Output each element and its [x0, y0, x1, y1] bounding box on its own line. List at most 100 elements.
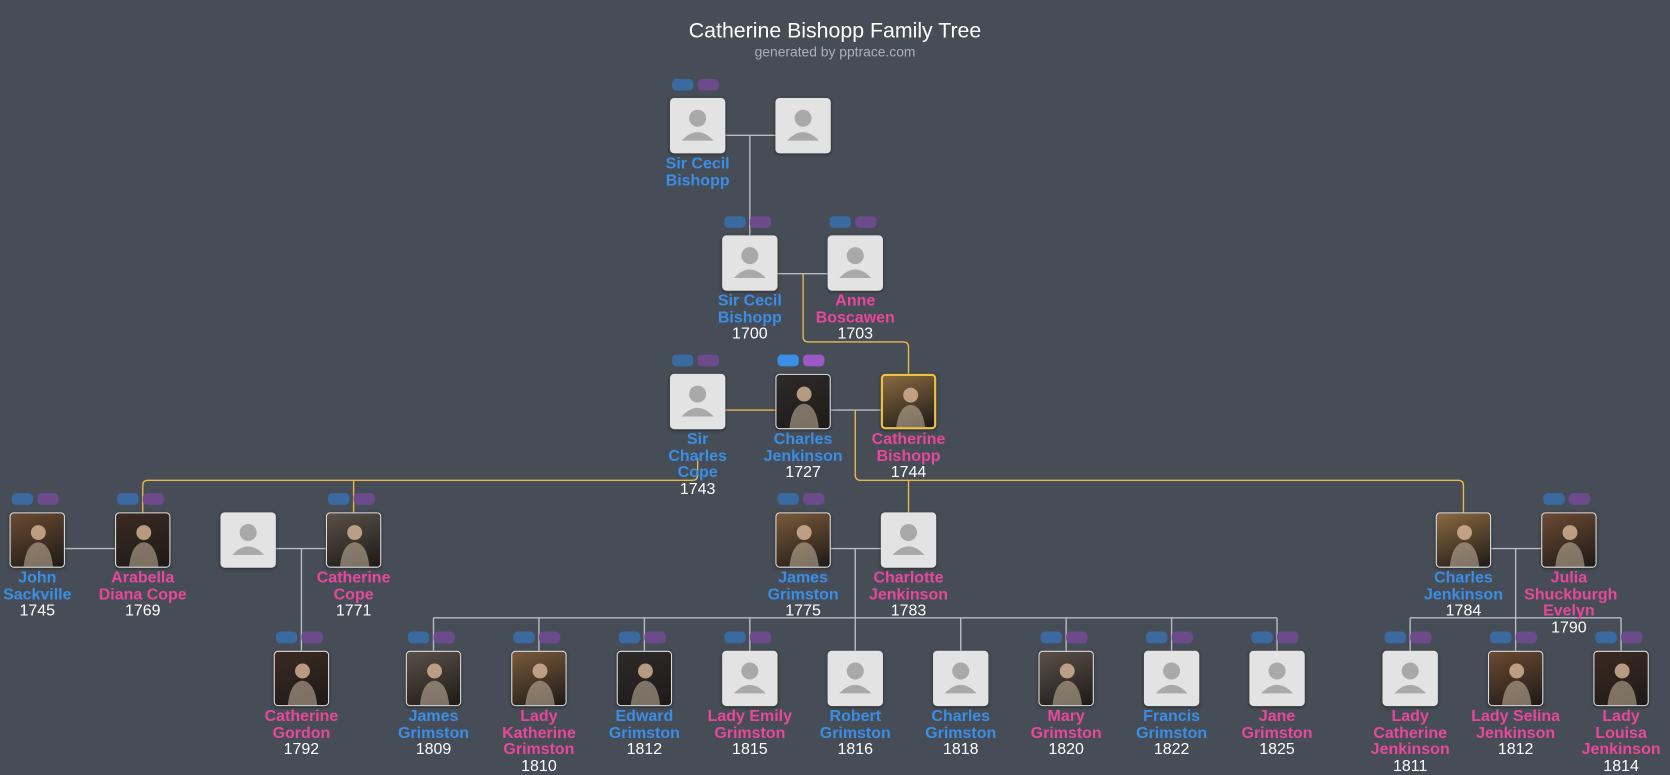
father-button[interactable] [328, 493, 350, 505]
person-year: 1771 [335, 601, 372, 620]
portrait [115, 512, 171, 568]
person-name: Lady Louisa Jenkinson [1581, 707, 1661, 759]
portrait [616, 650, 673, 707]
mother-button[interactable] [855, 216, 877, 228]
father-button[interactable] [672, 78, 694, 91]
father-button[interactable] [618, 631, 641, 644]
placeholder [1143, 650, 1200, 707]
father-button[interactable] [1146, 631, 1168, 644]
person-year: 1700 [732, 324, 768, 343]
person-label: Charles Jenkinson 1727 [758, 431, 847, 481]
father-button[interactable] [1543, 493, 1565, 505]
mother-button[interactable] [142, 493, 165, 505]
person-year: 1810 [521, 756, 557, 775]
title: Catherine Bishopp Family Tree [688, 19, 982, 43]
person-label: Charles Jenkinson 1784 [1419, 570, 1508, 620]
person-label: Sir Cecil Bishopp [653, 154, 742, 190]
mother-button[interactable] [1621, 631, 1643, 644]
mother-button[interactable] [1515, 631, 1537, 644]
person-name: Francis Grimston [1136, 707, 1208, 742]
mother-button[interactable] [1568, 493, 1591, 505]
person-year: 1745 [19, 601, 56, 620]
person-label: Charles Grimston 1818 [916, 708, 1005, 758]
person-label: Catherine Gordon 1792 [257, 708, 346, 758]
person-year: 1784 [1445, 601, 1482, 620]
father-button[interactable] [672, 354, 694, 367]
person-name: Catherine Bishopp [871, 430, 946, 465]
portrait [775, 512, 831, 568]
father-button[interactable] [724, 216, 746, 228]
person-label: Lady Katherine Grimston 1810 [494, 708, 583, 774]
mother-button[interactable] [697, 354, 719, 367]
father-button[interactable] [11, 493, 34, 505]
mother-button[interactable] [803, 493, 825, 505]
portrait [9, 512, 65, 568]
mother-button[interactable] [1277, 631, 1299, 644]
person-name: Lady Selina Jenkinson [1471, 707, 1561, 742]
father-button[interactable] [1384, 631, 1406, 644]
father-button[interactable] [1251, 631, 1273, 644]
person-year: 1814 [1603, 756, 1639, 775]
portrait [1435, 512, 1492, 568]
person-name: Lady Catherine Jenkinson [1370, 707, 1450, 759]
mother-button[interactable] [538, 631, 561, 644]
person-year: 1815 [732, 740, 768, 759]
father-button[interactable] [1040, 631, 1062, 644]
placeholder [722, 650, 778, 707]
father-button[interactable] [777, 493, 799, 505]
person-year: 1727 [785, 463, 821, 482]
person-name: Anne Boscawen [815, 291, 895, 327]
person-label: John Sackville 1745 [0, 570, 82, 620]
portrait [511, 650, 567, 707]
person-name: Sir Cecil Bishopp [665, 154, 730, 190]
portrait [325, 512, 382, 568]
unknown-person [775, 97, 831, 154]
portrait [880, 373, 937, 430]
person-year: 1820 [1048, 740, 1084, 759]
person-year: 1790 [1551, 618, 1587, 637]
person-label: Robert Grimston 1816 [811, 708, 900, 758]
person-name: Charles Jenkinson [1423, 568, 1503, 604]
mother-button[interactable] [37, 493, 59, 505]
mother-button[interactable] [749, 631, 772, 644]
father-button[interactable] [1595, 631, 1617, 644]
mother-button[interactable] [433, 631, 455, 644]
mother-button[interactable] [749, 216, 772, 228]
father-button[interactable] [117, 493, 139, 505]
placeholder [1382, 650, 1438, 707]
mother-button[interactable] [1410, 631, 1432, 644]
father-button[interactable] [275, 631, 298, 644]
mother-button[interactable] [353, 493, 375, 505]
portrait [775, 373, 831, 430]
father-button[interactable] [1490, 631, 1512, 644]
portrait [405, 650, 462, 707]
portrait [1038, 650, 1094, 707]
person-year: 1703 [837, 324, 874, 343]
person-label: Edward Grimston 1812 [600, 708, 689, 758]
mother-button[interactable] [301, 631, 323, 644]
person-label: Catherine Cope 1771 [309, 570, 398, 620]
father-button[interactable] [513, 631, 535, 644]
mother-button[interactable] [697, 78, 719, 91]
person-name: James Grimston [397, 707, 470, 742]
person-year: 1783 [890, 601, 927, 620]
person-name: Charles Grimston [925, 707, 997, 742]
father-button[interactable] [777, 354, 799, 367]
person-year: 1792 [283, 740, 320, 759]
portrait [1593, 650, 1649, 707]
father-button[interactable] [829, 216, 852, 228]
father-button[interactable] [407, 631, 430, 644]
mother-button[interactable] [1066, 631, 1088, 644]
mother-button[interactable] [644, 631, 666, 644]
father-button[interactable] [724, 631, 746, 644]
person-year: 1743 [679, 479, 716, 498]
mother-button[interactable] [1171, 631, 1193, 644]
mother-button[interactable] [803, 354, 825, 367]
person-label: Julia Shuckburgh Evelyn 1790 [1524, 570, 1617, 637]
person-label: Arabella Diana Cope 1769 [98, 570, 187, 620]
portrait [1487, 650, 1544, 707]
person-label: James Grimston 1775 [758, 570, 847, 620]
person-label: Lady Catherine Jenkinson 1811 [1365, 708, 1454, 774]
